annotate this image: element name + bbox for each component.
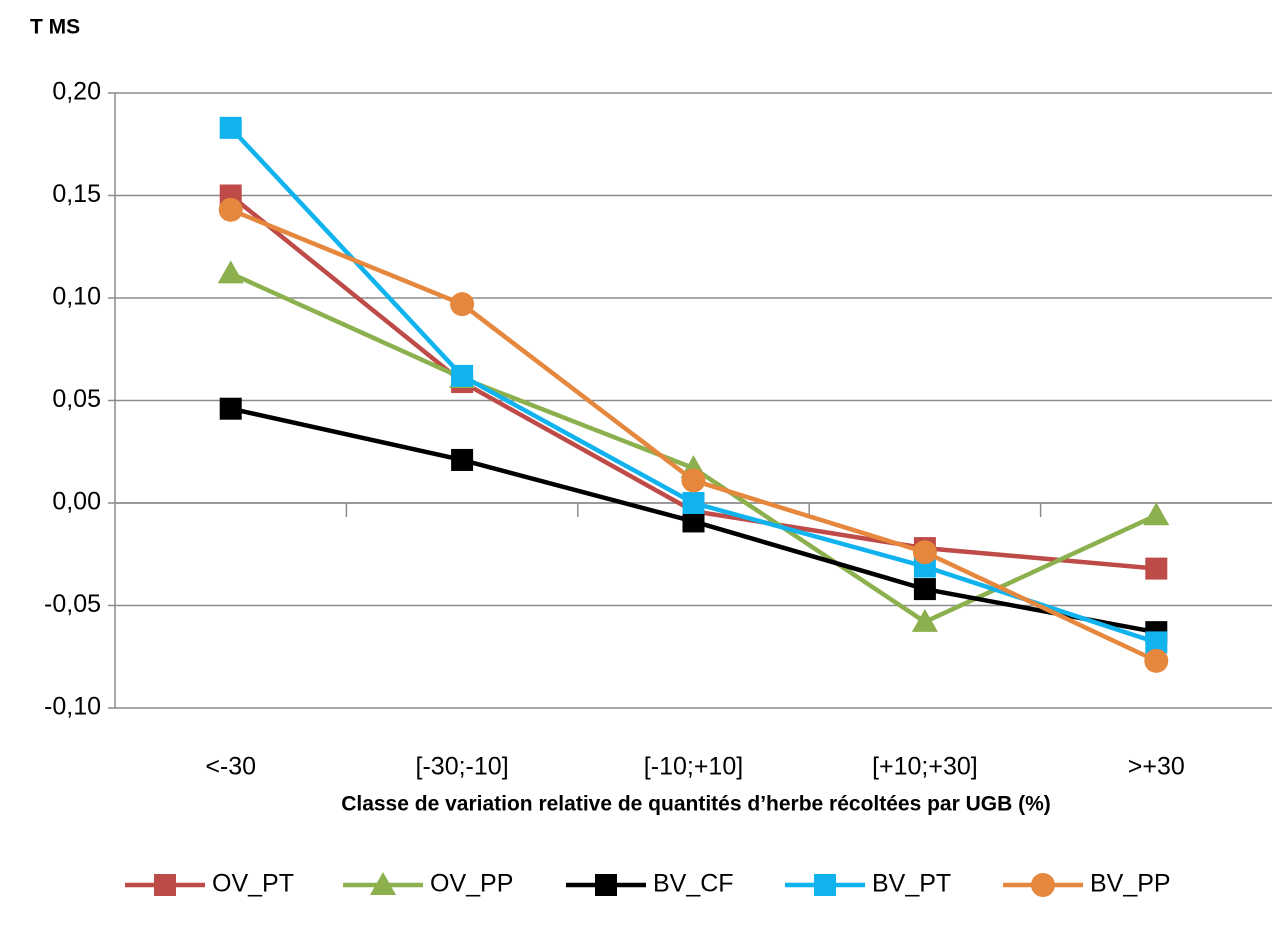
y-tick-label: 0,00 bbox=[52, 488, 101, 516]
data-point bbox=[451, 448, 474, 471]
data-point bbox=[681, 468, 706, 493]
y-tick-label: 0,15 bbox=[52, 180, 101, 208]
y-tick-label: -0,05 bbox=[44, 590, 101, 618]
data-point bbox=[451, 364, 474, 387]
data-point bbox=[1144, 648, 1169, 673]
legend-marker bbox=[370, 872, 396, 895]
legend-label: BV_PP bbox=[1090, 870, 1171, 898]
y-tick-label: 0,20 bbox=[52, 78, 101, 106]
data-point bbox=[219, 116, 242, 139]
series-line bbox=[229, 126, 1158, 645]
legend-label: BV_PT bbox=[872, 870, 951, 898]
legend-marker bbox=[1031, 873, 1055, 897]
data-point bbox=[1143, 502, 1170, 526]
x-tick-label: <-30 bbox=[205, 753, 256, 781]
data-point bbox=[217, 260, 244, 284]
y-tick-label: -0,10 bbox=[44, 693, 101, 721]
data-point bbox=[912, 540, 937, 565]
series-line bbox=[229, 271, 1158, 625]
legend-marker bbox=[154, 874, 176, 896]
legend-label: OV_PP bbox=[430, 870, 513, 898]
data-point bbox=[219, 397, 242, 420]
y-tick-label: 0,05 bbox=[52, 385, 101, 413]
x-axis-title: Classe de variation relative de quantité… bbox=[341, 793, 1051, 816]
data-point bbox=[911, 608, 938, 632]
data-point bbox=[1145, 631, 1168, 654]
legend-marker bbox=[595, 874, 617, 896]
data-point bbox=[913, 578, 936, 601]
data-point bbox=[450, 292, 475, 317]
legend-marker bbox=[814, 874, 836, 896]
data-point bbox=[682, 492, 705, 514]
x-tick-label: [-10;+10] bbox=[644, 753, 743, 781]
data-point bbox=[682, 510, 705, 533]
x-tick-label: [+10;+30] bbox=[872, 753, 978, 781]
legend-label: BV_CF bbox=[653, 870, 734, 898]
y-axis-title: T MS bbox=[30, 16, 80, 39]
data-point bbox=[218, 197, 243, 222]
x-tick-label: >+30 bbox=[1128, 753, 1185, 781]
y-tick-label: 0,10 bbox=[52, 283, 101, 311]
x-tick-label: [-30;-10] bbox=[416, 753, 509, 781]
data-point bbox=[1145, 557, 1168, 580]
legend-label: OV_PT bbox=[212, 870, 294, 898]
